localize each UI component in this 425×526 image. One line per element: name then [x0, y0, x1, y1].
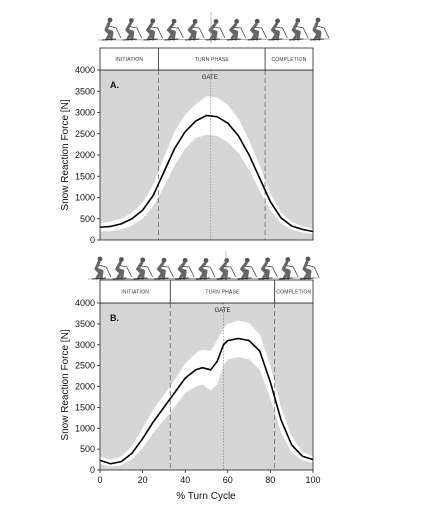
skier-figure-b-0	[91, 256, 112, 280]
x-tick-label-b-0: 0	[97, 475, 102, 485]
skier-figure-a-1	[122, 18, 143, 41]
skier-figure-a-6	[226, 19, 247, 41]
skier-figure-a-7	[247, 18, 267, 41]
y-tick-label-a-4: 2000	[75, 150, 95, 160]
panel-label-b: B.	[110, 313, 119, 323]
y-tick-label-b-4: 2000	[75, 382, 95, 392]
x-axis-title: % Turn Cycle	[176, 491, 236, 502]
skier-figure-b-8	[258, 257, 278, 280]
chart-panel-b: INITIATION TURN PHASE COMPLETION GATE B. 0 500…	[75, 279, 321, 485]
skier-figure-a-5	[205, 19, 226, 41]
x-tick-label-b-4: 80	[265, 475, 275, 485]
skier-sequence-illustration-a	[97, 12, 331, 44]
y-tick-label-b-7: 3500	[75, 319, 95, 329]
y-tick-label-b-2: 1000	[75, 423, 95, 433]
y-tick-label-b-3: 1500	[75, 402, 95, 412]
phase-label-b-0: INITIATION	[121, 290, 149, 296]
skier-figure-b-9	[279, 257, 299, 280]
x-tick-label-b-3: 60	[223, 475, 233, 485]
y-tick-label-b-6: 3000	[75, 340, 95, 350]
gate-label-b: GATE	[215, 308, 231, 314]
y-tick-label-a-2: 1000	[75, 193, 95, 203]
y-tick-label-a-8: 4000	[75, 65, 95, 75]
y-tick-label-b-1: 500	[80, 444, 95, 454]
phase-label-b-2: COMPLETION	[276, 290, 311, 296]
y-tick-label-b-0: 0	[90, 465, 95, 475]
skier-figure-a-4	[185, 19, 205, 41]
y-tick-label-a-1: 500	[80, 214, 95, 224]
x-tick-label-b-5: 100	[305, 475, 320, 485]
skier-figure-b-2	[133, 257, 153, 280]
y-axis-title-b: Snow Reaction Force [N]	[60, 329, 71, 440]
y-axis-title-a: Snow Reaction Force [N]	[60, 99, 71, 210]
skier-sequence-illustration-b	[87, 251, 321, 283]
y-tick-label-a-6: 3000	[75, 108, 95, 118]
skier-figure-b-1	[112, 257, 133, 280]
phase-label-a-2: COMPLETION	[272, 57, 307, 63]
skier-figure-a-0	[101, 17, 122, 41]
skier-figure-a-3	[164, 18, 184, 41]
mean-force-line-b	[99, 337, 314, 465]
phase-label-b-1: TURN PHASE	[205, 290, 240, 296]
y-tick-label-b-5: 2500	[75, 361, 95, 371]
skier-figure-a-8	[268, 18, 288, 41]
x-tick-label-b-2: 40	[180, 475, 190, 485]
skier-figure-a-9	[289, 18, 309, 41]
mean-force-line-a	[99, 114, 314, 233]
y-tick-label-a-3: 1500	[75, 171, 95, 181]
y-tick-label-a-7: 3500	[75, 86, 95, 96]
skier-figure-b-5	[195, 258, 216, 280]
skier-figure-b-10	[299, 256, 320, 280]
chart-panel-a: INITIATION TURN PHASE COMPLETION GATE A. 0 500…	[75, 47, 314, 245]
gate-label-a: GATE	[202, 75, 218, 81]
phase-label-a-0: INITIATION	[115, 57, 143, 63]
skier-figure-a-10	[309, 17, 330, 41]
y-tick-label-b-8: 4000	[75, 298, 95, 308]
y-tick-label-a-5: 2500	[75, 129, 95, 139]
sd-band-b	[100, 320, 313, 467]
skier-figure-a-2	[143, 18, 163, 41]
x-tick-label-b-1: 20	[138, 475, 148, 485]
skier-figure-b-7	[237, 257, 257, 280]
panel-label-a: A.	[110, 80, 119, 90]
skier-figure-b-4	[175, 258, 195, 280]
phase-header-b	[99, 279, 314, 304]
phase-label-a-1: TURN PHASE	[195, 57, 230, 63]
phase-header-a	[99, 47, 314, 71]
sd-band-a	[100, 96, 313, 235]
y-tick-label-a-0: 0	[90, 235, 95, 245]
skier-figure-b-3	[154, 257, 174, 280]
